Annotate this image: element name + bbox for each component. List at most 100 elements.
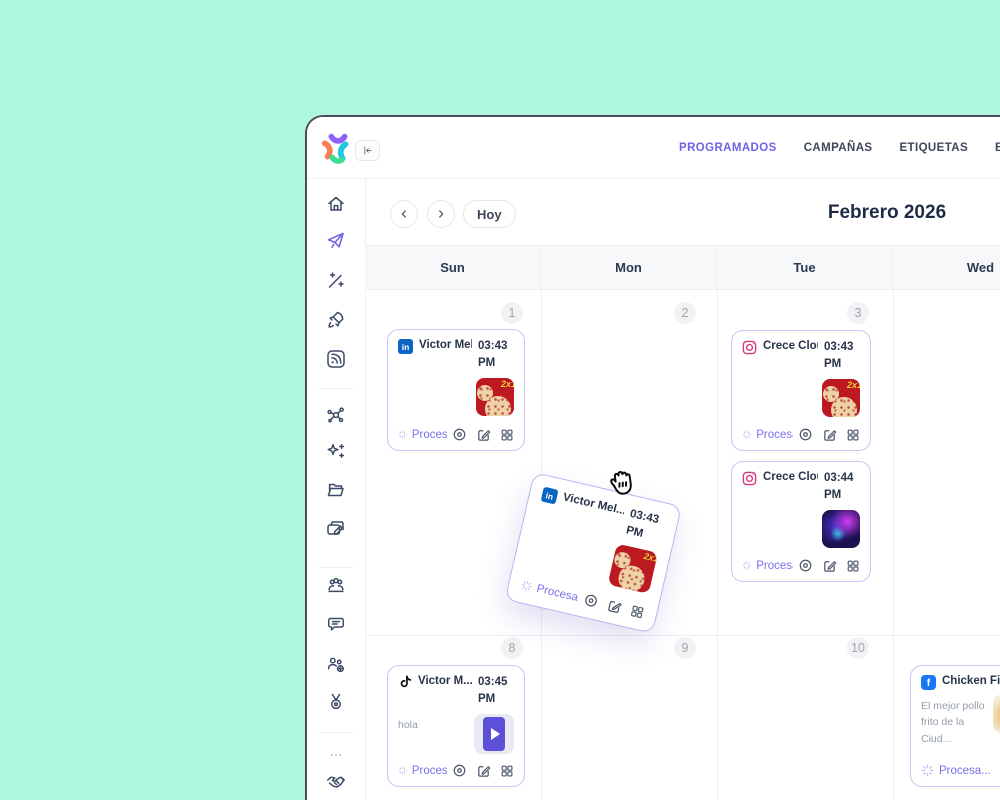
post-time: 03:44 PM (824, 472, 854, 502)
post-card-facebook[interactable]: f Chicken Fin... El mejor pollo frito de… (910, 665, 1000, 787)
preview-icon[interactable] (582, 592, 600, 610)
status-text: Procesa... (756, 428, 793, 441)
month-title: Febrero 2026 (827, 202, 947, 223)
day-header-row: Sun Mon Tue Wed (365, 245, 1000, 290)
preview-icon[interactable] (452, 427, 467, 442)
medal-icon[interactable] (322, 688, 350, 716)
status-text: Procesa... (411, 428, 447, 441)
edit-icon[interactable] (822, 558, 837, 573)
folder-icon[interactable] (322, 476, 350, 504)
account-name: Victor Mel... (419, 339, 472, 351)
status-text: Procesa... (939, 764, 991, 777)
date-badge[interactable]: 1 (501, 302, 523, 324)
brand-logo-icon[interactable] (319, 130, 357, 168)
magic-wand-icon[interactable] (322, 267, 350, 295)
spinner-icon (521, 580, 532, 591)
rocket-icon[interactable] (322, 306, 350, 334)
sidebar-section-divider (319, 567, 353, 568)
day-header-tue: Tue (717, 246, 893, 289)
grid-view-icon[interactable] (629, 603, 646, 620)
chat-icon[interactable] (322, 611, 350, 639)
grid-view-icon[interactable] (500, 428, 514, 442)
preview-icon[interactable] (452, 763, 467, 778)
date-badge[interactable]: 9 (674, 637, 696, 659)
preview-icon[interactable] (798, 427, 813, 442)
next-month-button[interactable] (427, 200, 455, 228)
spinner-icon (921, 764, 934, 777)
post-time: 03:43 PM (624, 507, 661, 541)
post-thumbnail-chicken (993, 695, 1000, 733)
tiktok-icon (398, 675, 412, 694)
add-users-icon[interactable] (322, 650, 350, 678)
edit-icon[interactable] (822, 427, 837, 442)
date-badge[interactable]: 10 (847, 637, 869, 659)
app-window: PROGRAMADOS CAMPAÑAS ETIQUETAS B Hoy Feb… (305, 115, 1000, 800)
edit-icon[interactable] (476, 763, 491, 778)
tab-campanas[interactable]: CAMPAÑAS (803, 142, 873, 154)
handshake-icon[interactable] (322, 768, 350, 796)
post-time: 03:43 PM (824, 341, 854, 371)
post-thumbnail-concert (822, 509, 860, 548)
status-text: Procesa... (756, 559, 793, 572)
share-nodes-icon[interactable] (322, 401, 350, 429)
spinner-icon (398, 766, 407, 775)
spinner-icon (398, 430, 407, 439)
post-thumbnail-pizza: 2x1 (607, 543, 659, 594)
media-editor-icon[interactable] (322, 515, 350, 543)
grid-view-icon[interactable] (500, 764, 514, 778)
date-badge[interactable]: 2 (674, 302, 696, 324)
sidebar-section-divider (319, 388, 353, 389)
account-name: Crece Clou... (763, 340, 818, 352)
edit-icon[interactable] (605, 597, 623, 615)
grid-view-icon[interactable] (846, 559, 860, 573)
grid-line (893, 290, 894, 800)
dragged-post-card[interactable]: in Victor Mel... 03:43 PM 2x1 Procesa... (504, 472, 683, 634)
grab-hand-cursor (610, 471, 632, 495)
rss-feed-icon[interactable] (322, 345, 350, 373)
top-header: PROGRAMADOS CAMPAÑAS ETIQUETAS B (307, 117, 1000, 179)
post-time: 03:45 PM (478, 676, 508, 706)
day-header-sun: Sun (365, 246, 541, 289)
edit-icon[interactable] (476, 427, 491, 442)
post-text: El mejor pollo frito de la Ciud... (921, 700, 985, 745)
spinner-icon (742, 561, 751, 570)
post-thumbnail-pizza: 2x1 (822, 378, 860, 417)
sparkles-icon[interactable] (322, 438, 350, 466)
sidebar-divider (365, 117, 366, 800)
sidebar-section-divider (319, 732, 353, 733)
linkedin-icon: in (540, 486, 559, 505)
date-badge[interactable]: 3 (847, 302, 869, 324)
collapse-sidebar-button[interactable] (355, 140, 380, 161)
date-badge[interactable]: 8 (501, 637, 523, 659)
paper-plane-icon[interactable] (322, 227, 350, 255)
status-text: Procesa... (535, 582, 581, 604)
more-options-icon[interactable] (322, 745, 350, 765)
status-text: Procesa... (411, 764, 447, 777)
today-button[interactable]: Hoy (463, 200, 516, 228)
preview-icon[interactable] (798, 558, 813, 573)
grid-view-icon[interactable] (846, 428, 860, 442)
header-tabs: PROGRAMADOS CAMPAÑAS ETIQUETAS B (679, 117, 1000, 179)
instagram-icon (742, 340, 757, 360)
tab-etiquetas[interactable]: ETIQUETAS (899, 142, 969, 154)
spinner-icon (742, 430, 751, 439)
home-icon[interactable] (322, 190, 350, 218)
instagram-icon (742, 471, 757, 491)
post-text: hola (398, 718, 418, 731)
linkedin-icon: in (398, 339, 413, 354)
grid-line (365, 635, 1000, 636)
post-thumbnail-video (474, 713, 514, 754)
team-icon[interactable] (322, 571, 350, 599)
grid-line (717, 290, 718, 800)
tab-programados[interactable]: PROGRAMADOS (679, 142, 777, 154)
account-name: Crece Clou... (763, 471, 818, 483)
post-time: 03:43 PM (478, 340, 508, 370)
facebook-icon: f (921, 675, 936, 690)
tab-clipped[interactable]: B (995, 142, 1000, 154)
day-header-wed: Wed (893, 246, 1000, 289)
prev-month-button[interactable] (390, 200, 418, 228)
